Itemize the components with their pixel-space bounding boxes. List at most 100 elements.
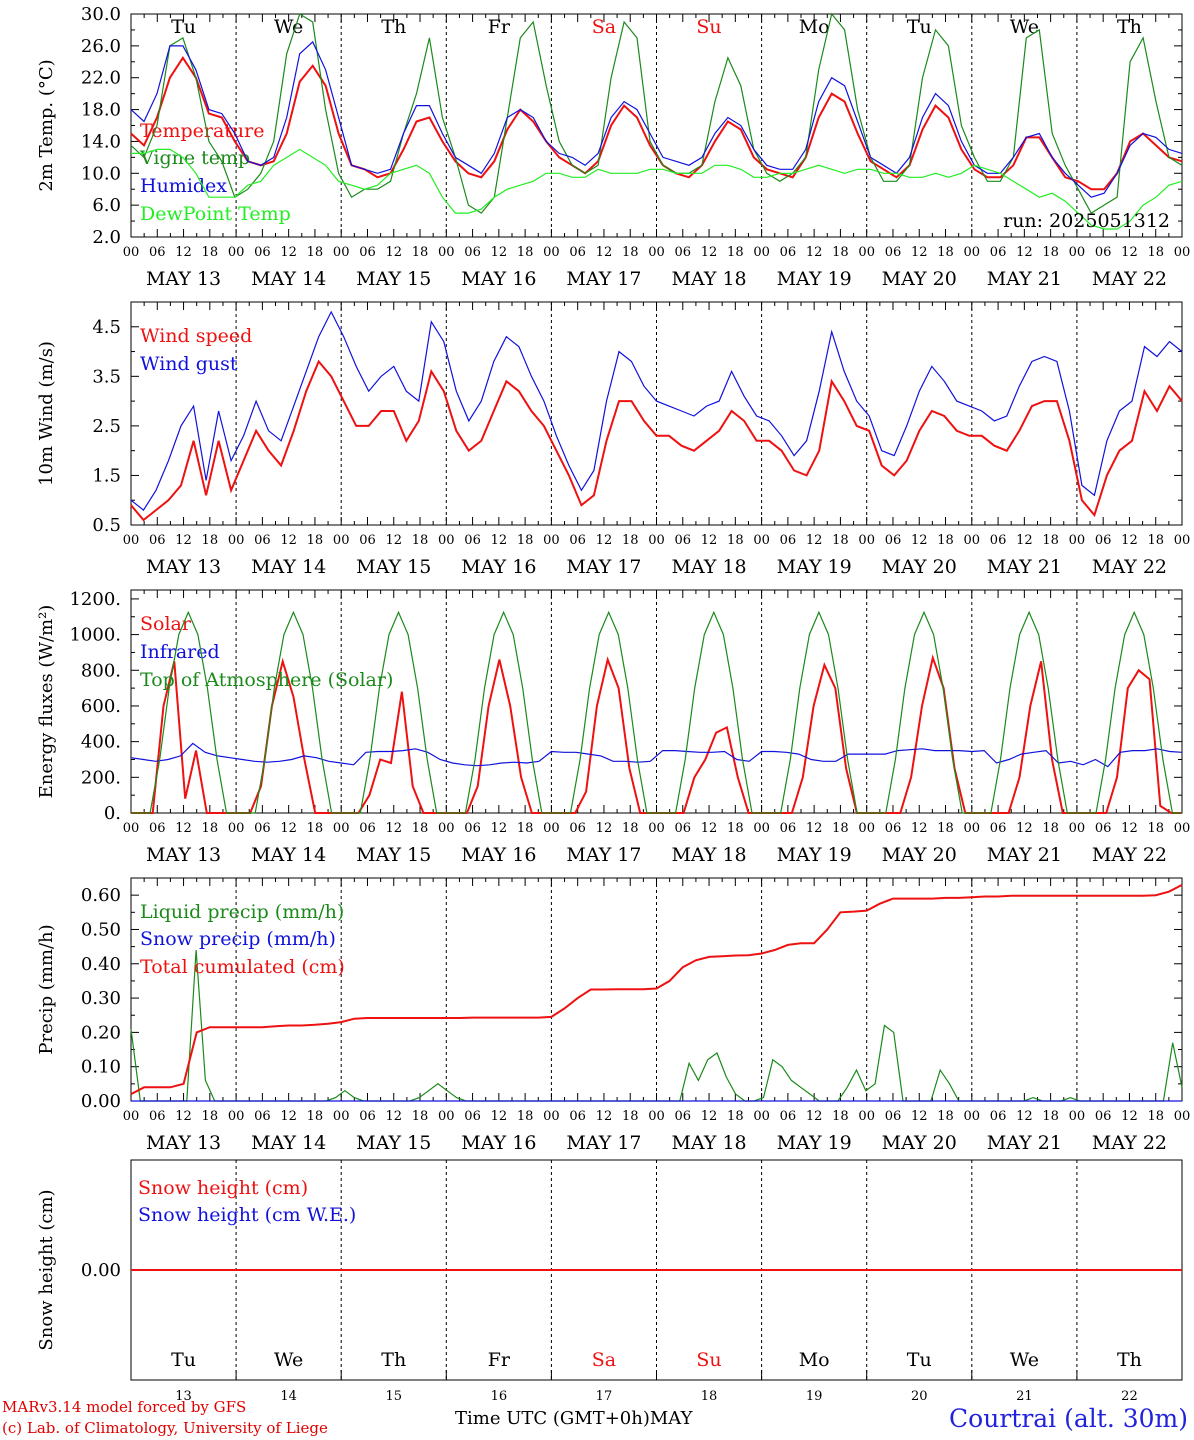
hour-tick-label: 18 (517, 1109, 534, 1124)
hour-tick-label: 12 (175, 533, 192, 548)
date-label: MAY 22 (1092, 844, 1167, 866)
day-abbr-label: Tu (171, 16, 196, 38)
hour-tick-label: 06 (780, 821, 797, 836)
date-label: MAY 21 (987, 844, 1062, 866)
hour-tick-label: 18 (1042, 245, 1059, 260)
hour-tick-label: 00 (1069, 1109, 1086, 1124)
hour-tick-label: 12 (1121, 533, 1138, 548)
date-label: MAY 13 (146, 268, 221, 290)
hour-tick-label: 18 (622, 1109, 639, 1124)
hour-tick-label: 18 (727, 245, 744, 260)
hour-tick-label: 18 (832, 1109, 849, 1124)
hour-tick-label: 06 (569, 533, 586, 548)
y-tick-label: 6.0 (92, 195, 121, 216)
day-number-label: 17 (596, 1389, 613, 1404)
hour-tick-label: 06 (254, 245, 271, 260)
day-abbr-label: Th (381, 16, 406, 38)
date-label: MAY 21 (987, 556, 1062, 578)
legend-label: Snow height (cm) (138, 1177, 308, 1199)
hour-tick-label: 06 (675, 533, 692, 548)
hour-tick-label: 06 (1095, 821, 1112, 836)
date-label: MAY 13 (146, 1132, 221, 1154)
hour-tick-label: 00 (228, 821, 245, 836)
y-tick-label: 0.5 (92, 515, 121, 536)
day-abbr-label: We (1010, 1349, 1039, 1371)
day-abbr-label: We (1010, 16, 1039, 38)
y-tick-label: 26.0 (81, 36, 121, 57)
hour-tick-label: 12 (911, 245, 928, 260)
hour-tick-label: 12 (175, 245, 192, 260)
hour-tick-label: 12 (701, 1109, 718, 1124)
hour-tick-label: 12 (1016, 245, 1033, 260)
date-label: MAY 16 (461, 1132, 536, 1154)
hour-tick-label: 06 (149, 245, 166, 260)
date-label: MAY 20 (882, 1132, 957, 1154)
legend-label: Snow precip (mm/h) (140, 928, 336, 950)
hour-tick-label: 06 (464, 533, 481, 548)
hour-tick-label: 18 (517, 821, 534, 836)
hour-tick-label: 06 (675, 1109, 692, 1124)
hour-tick-label: 06 (464, 1109, 481, 1124)
date-label: MAY 15 (356, 556, 431, 578)
hour-tick-label: 00 (964, 245, 981, 260)
hour-tick-label: 00 (228, 533, 245, 548)
y-tick-label: 1.5 (92, 465, 121, 486)
hour-tick-label: 00 (1069, 245, 1086, 260)
series-line (130, 310, 1183, 511)
y-tick-label: 18.0 (81, 100, 121, 121)
hour-tick-label: 06 (885, 245, 902, 260)
date-label: MAY 17 (566, 1132, 641, 1154)
date-label: MAY 19 (777, 268, 852, 290)
hour-tick-label: 12 (701, 533, 718, 548)
day-abbr-label: Tu (907, 16, 932, 38)
hour-tick-label: 00 (753, 533, 770, 548)
hour-tick-label: 18 (307, 245, 324, 260)
hour-tick-label: 00 (648, 821, 665, 836)
y-axis-label: 10m Wind (m/s) (36, 341, 57, 486)
hour-tick-label: 12 (385, 533, 402, 548)
hour-tick-label: 18 (1042, 1109, 1059, 1124)
date-label: MAY 20 (882, 844, 957, 866)
month-label: MAY (649, 1408, 693, 1429)
date-label: MAY 16 (461, 844, 536, 866)
hour-tick-label: 06 (569, 821, 586, 836)
legend-label: Humidex (140, 175, 227, 197)
y-tick-label: 3.5 (92, 366, 121, 387)
hour-tick-label: 12 (1016, 533, 1033, 548)
hour-tick-label: 18 (307, 1109, 324, 1124)
hour-tick-label: 12 (280, 821, 297, 836)
hour-tick-label: 18 (412, 533, 429, 548)
hour-tick-label: 00 (333, 245, 350, 260)
hour-tick-label: 00 (333, 1109, 350, 1124)
hour-tick-label: 00 (438, 533, 455, 548)
date-label: MAY 13 (146, 556, 221, 578)
hour-tick-label: 18 (622, 245, 639, 260)
hour-tick-label: 12 (385, 821, 402, 836)
time-axis-title: Time UTC (GMT+0h) (455, 1408, 650, 1429)
hour-tick-label: 18 (622, 533, 639, 548)
date-label: MAY 14 (251, 556, 326, 578)
y-tick-label: 0.50 (81, 919, 121, 940)
y-tick-label: 600. (81, 696, 121, 717)
hour-tick-label: 18 (1042, 821, 1059, 836)
date-label: MAY 21 (987, 1132, 1062, 1154)
y-tick-label: 0.60 (81, 885, 121, 906)
hour-tick-label: 18 (832, 533, 849, 548)
hour-tick-label: 00 (648, 533, 665, 548)
legend-label: Liquid precip (mm/h) (140, 901, 344, 923)
date-label: MAY 15 (356, 1132, 431, 1154)
hour-tick-label: 18 (412, 1109, 429, 1124)
hour-tick-label: 18 (202, 245, 219, 260)
day-number-label: 13 (175, 1389, 192, 1404)
hour-tick-label: 18 (517, 533, 534, 548)
y-tick-label: 400. (81, 732, 121, 753)
day-abbr-label: Mo (799, 1349, 830, 1371)
hour-tick-label: 00 (858, 533, 875, 548)
series-line (131, 148, 1183, 230)
legend-label: Total cumulated (cm) (140, 956, 345, 978)
date-label: MAY 17 (566, 268, 641, 290)
day-abbr-label: Tu (171, 1349, 196, 1371)
hour-tick-label: 18 (727, 1109, 744, 1124)
y-axis-label: 2m Temp. (°C) (36, 59, 57, 191)
